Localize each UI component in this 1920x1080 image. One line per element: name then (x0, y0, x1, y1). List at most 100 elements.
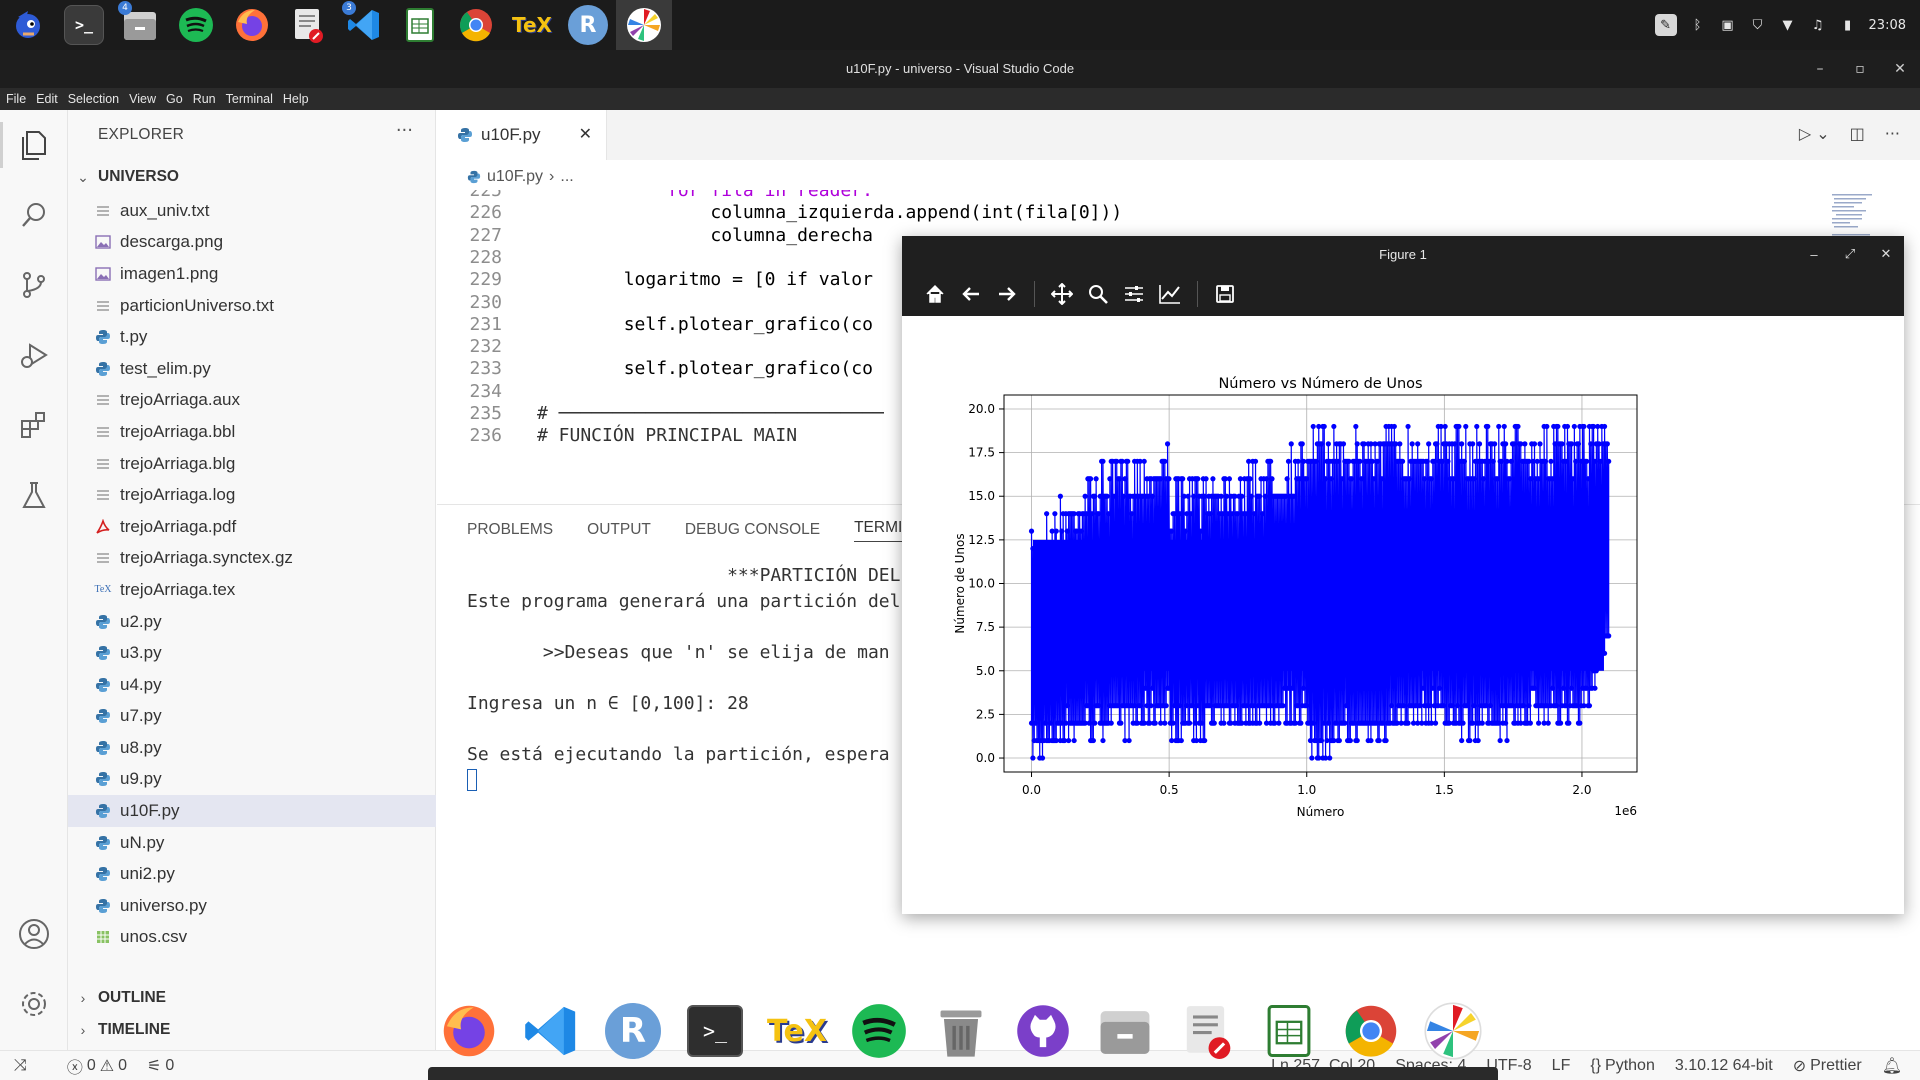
file-item[interactable]: u7.py (68, 701, 436, 733)
dock-files[interactable] (1092, 998, 1158, 1064)
dock-github[interactable] (1010, 998, 1076, 1064)
dock-texmaker[interactable]: TeX (764, 998, 830, 1064)
save-icon[interactable] (1212, 281, 1238, 307)
spotify-app[interactable] (168, 0, 224, 50)
vscode-app[interactable]: 3 (336, 0, 392, 50)
zoom-icon[interactable] (1085, 281, 1111, 307)
testing-activity[interactable] (0, 460, 68, 530)
menu-file[interactable]: File (6, 92, 27, 106)
file-item[interactable]: trejoArriaga.synctex.gz (68, 543, 436, 575)
ports-indicator[interactable]: ⚟ 0 (137, 1056, 184, 1076)
file-item[interactable]: u8.py (68, 732, 436, 764)
run-debug-activity[interactable] (0, 320, 68, 390)
configure-icon[interactable] (1121, 281, 1147, 307)
dock-pinwheel[interactable] (1420, 998, 1486, 1064)
file-item[interactable]: u9.py (68, 764, 436, 796)
split-editor-icon[interactable]: ◫ (1849, 124, 1865, 143)
folder-header[interactable]: ⌄ UNIVERSO (68, 163, 436, 191)
file-item[interactable]: u2.py (68, 606, 436, 638)
end-of-line[interactable]: LF (1542, 1057, 1581, 1075)
language-mode[interactable]: {} Python (1580, 1057, 1665, 1075)
file-item[interactable]: uN.py (68, 827, 436, 859)
menu-terminal[interactable]: Terminal (225, 92, 273, 106)
file-item[interactable]: uni2.py (68, 858, 436, 890)
spreadsheet-app[interactable] (392, 0, 448, 50)
pen-icon[interactable]: ✎ (1654, 14, 1677, 36)
dock-r[interactable]: R (600, 998, 666, 1064)
tab-output[interactable]: OUTPUT (587, 521, 651, 538)
firefox-app[interactable] (224, 0, 280, 50)
close-icon[interactable]: ✕ (578, 124, 592, 143)
file-item[interactable]: TeX trejoArriaga.tex (68, 574, 436, 606)
search-activity[interactable] (0, 180, 68, 250)
file-item[interactable]: u4.py (68, 669, 436, 701)
menu-selection[interactable]: Selection (67, 92, 120, 106)
more-actions-icon[interactable]: ··· (1884, 124, 1900, 143)
clipboard-icon[interactable]: ▣ (1721, 17, 1734, 33)
menu-edit[interactable]: Edit (36, 92, 58, 106)
tab-debug-console[interactable]: DEBUG CONSOLE (684, 521, 821, 538)
dock-vscode[interactable] (518, 998, 584, 1064)
maximize-button[interactable]: ▫ (1855, 61, 1865, 77)
notifications[interactable]: 🔔︎ (1872, 1056, 1920, 1076)
file-item[interactable]: descarga.png (68, 227, 436, 259)
pan-icon[interactable] (1049, 281, 1075, 307)
close-button[interactable]: ✕ (1880, 246, 1892, 261)
clock[interactable]: 23:08 (1868, 17, 1906, 33)
text-editor-app[interactable] (280, 0, 336, 50)
tab-u10f[interactable]: u10F.py ✕ (437, 110, 607, 160)
home-icon[interactable] (922, 281, 948, 307)
prettier-status[interactable]: ⊘ Prettier (1783, 1056, 1872, 1076)
file-item[interactable]: unos.csv (68, 922, 436, 954)
terminal-output[interactable]: ***PARTICIÓN DEL Este programa generará u… (467, 565, 900, 795)
menu-help[interactable]: Help (282, 92, 309, 106)
file-item[interactable]: t.py (68, 321, 436, 353)
dock-trash[interactable] (928, 998, 994, 1064)
chrome-app[interactable] (448, 0, 504, 50)
forward-icon[interactable] (994, 281, 1020, 307)
python-interpreter[interactable]: 3.10.12 64-bit (1665, 1057, 1783, 1075)
breadcrumb-file[interactable]: u10F.py (487, 168, 544, 185)
file-item[interactable]: trejoArriaga.log (68, 479, 436, 511)
bluetooth-icon[interactable]: ᛒ (1693, 17, 1702, 33)
menu-view[interactable]: View (129, 92, 157, 106)
file-item[interactable]: u10F.py (68, 795, 436, 827)
file-item[interactable]: trejoArriaga.bbl (68, 416, 436, 448)
tab-problems[interactable]: PROBLEMS (467, 521, 554, 538)
manage-activity[interactable] (0, 970, 68, 1038)
dock-chrome[interactable] (1338, 998, 1404, 1064)
more-actions-icon[interactable]: ··· (395, 120, 413, 141)
files-app[interactable]: 4 (112, 0, 168, 50)
r-app[interactable]: R (560, 0, 616, 50)
terminal-app[interactable]: >_ (56, 0, 112, 50)
file-item[interactable]: test_elim.py (68, 353, 436, 385)
minimize-button[interactable]: – (1810, 246, 1818, 262)
dock-firefox[interactable] (436, 998, 502, 1064)
menu-go[interactable]: Go (166, 92, 183, 106)
dock-terminal[interactable]: >_ (682, 998, 748, 1064)
code-view[interactable]: 225 for fila in reader: 226 columna_izqui… (437, 190, 1782, 510)
extensions-activity[interactable] (0, 390, 68, 460)
back-icon[interactable] (958, 281, 984, 307)
plot-canvas[interactable]: 0.0 0.5 1.0 1.5 2.0 0.0 2.5 5.0 7.5 10.0 12.5 15.0 1… (902, 316, 1904, 914)
maximize-button[interactable]: ⤢ (1844, 246, 1856, 261)
close-button[interactable]: ✕ (1894, 61, 1906, 77)
sonic-app[interactable] (0, 0, 56, 50)
timeline-section[interactable]: › TIMELINE (68, 1016, 436, 1044)
file-item[interactable]: trejoArriaga.aux (68, 385, 436, 417)
dock-spotify[interactable] (846, 998, 912, 1064)
accounts-activity[interactable] (0, 900, 68, 968)
file-item[interactable]: trejoArriaga.blg (68, 448, 436, 480)
dock-text-editor[interactable] (1174, 998, 1240, 1064)
explorer-activity[interactable] (0, 110, 68, 180)
menu-run[interactable]: Run (192, 92, 216, 106)
file-item[interactable]: imagen1.png (68, 258, 436, 290)
breadcrumb-symbol[interactable]: ... (560, 168, 574, 185)
file-item[interactable]: aux_univ.txt (68, 195, 436, 227)
file-item[interactable]: universo.py (68, 890, 436, 922)
minimize-button[interactable]: – (1816, 61, 1824, 77)
file-item[interactable]: particionUniverso.txt (68, 290, 436, 322)
remote-indicator[interactable]: ⤨ (0, 1057, 37, 1075)
file-item[interactable]: trejoArriaga.pdf (68, 511, 436, 543)
dock-spreadsheet[interactable] (1256, 998, 1322, 1064)
